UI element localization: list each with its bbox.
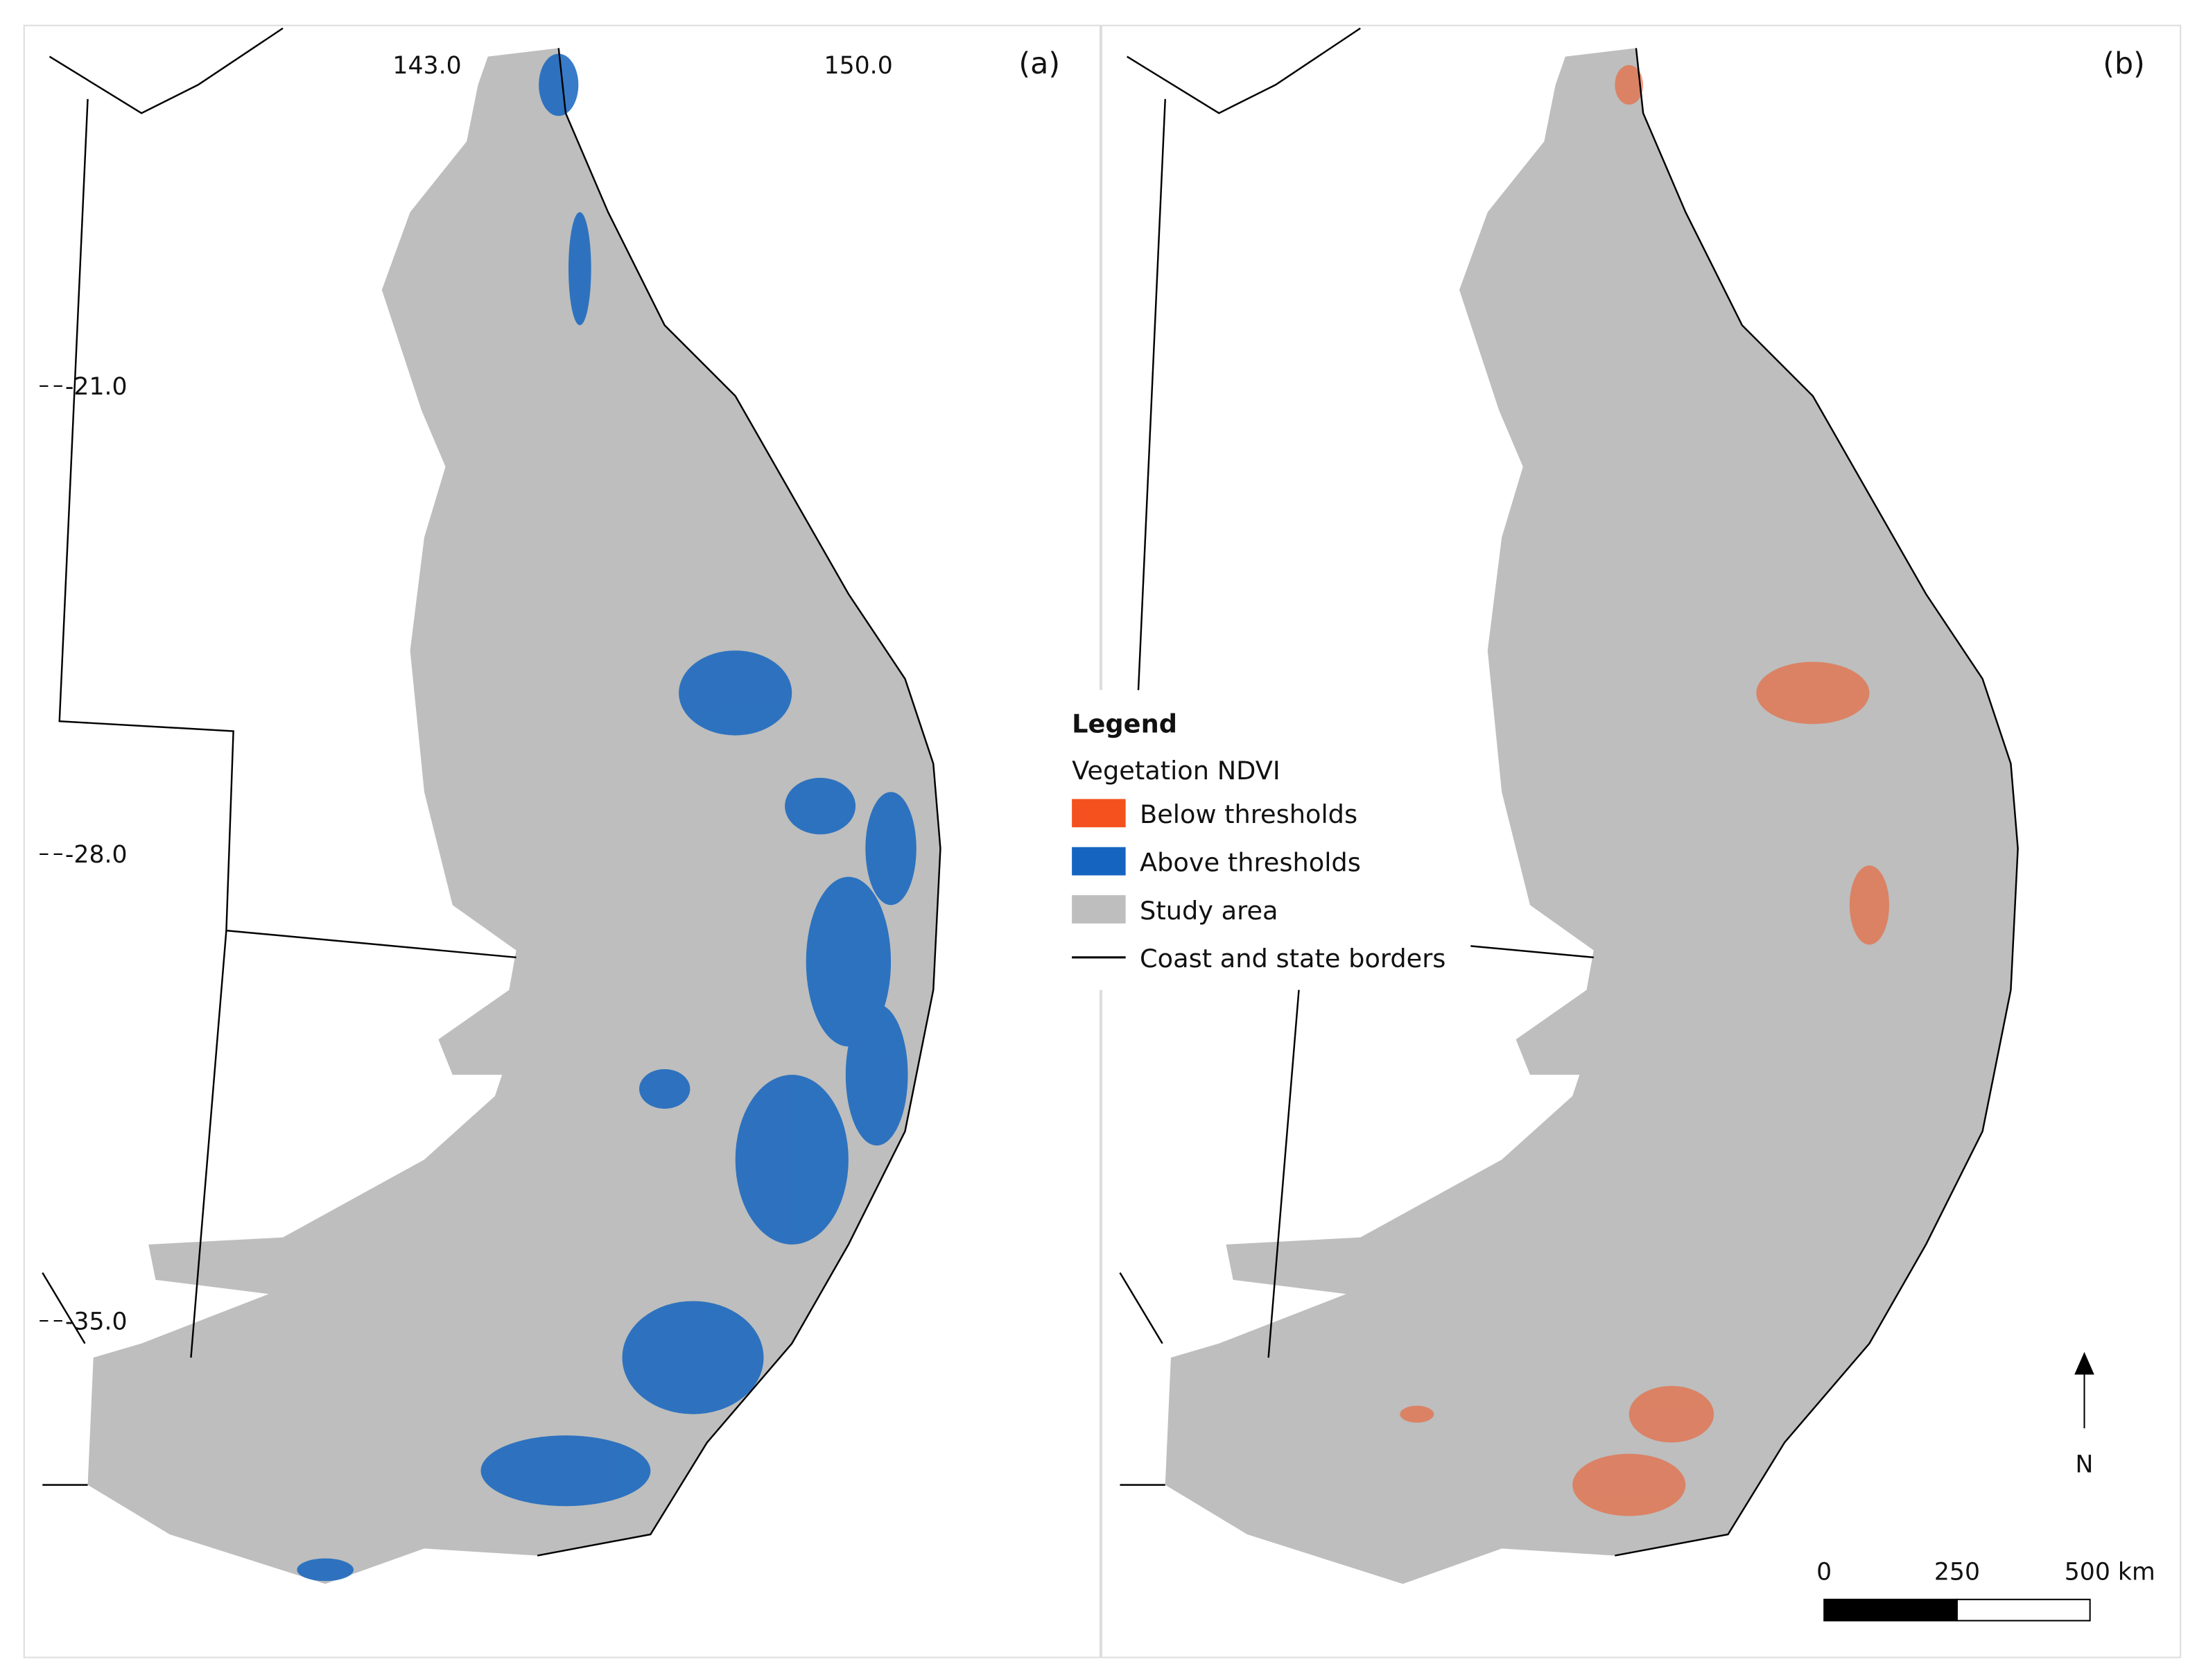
north-arrow-head	[2074, 1351, 2094, 1375]
panel-label: (b)	[2103, 46, 2145, 81]
legend-subtitle: Vegetation NDVI	[1072, 756, 1280, 786]
below-thresholds	[1400, 64, 1890, 1516]
panel-a: (a) 143.0 150.0 -21.0 -28.0 -35.0	[23, 24, 1101, 1659]
longitude-label: 150.0	[824, 52, 893, 80]
legend-label: Study area	[1140, 896, 1278, 926]
legend-label: Below thresholds	[1140, 799, 1357, 829]
legend-swatch	[1072, 847, 1126, 876]
latitude-label: -21.0	[65, 373, 128, 401]
legend-label: Above thresholds	[1140, 847, 1361, 877]
latitude-label: -28.0	[65, 841, 128, 869]
scale-label: 0	[1816, 1558, 1832, 1586]
latitude-label: -35.0	[65, 1308, 128, 1335]
scale-label: 250	[1934, 1558, 1980, 1586]
panel-label: (a)	[1018, 46, 1060, 81]
legend-title: Legend	[1072, 709, 1177, 739]
legend: Legend Vegetation NDVI Below thresholds …	[1060, 690, 1471, 990]
longitude-label: 143.0	[392, 52, 461, 80]
legend-label: Coast and state borders	[1140, 944, 1445, 973]
legend-swatch	[1072, 799, 1126, 828]
legend-box	[1060, 690, 1471, 990]
legend-swatch	[1072, 895, 1126, 924]
scale-bar	[1956, 1598, 2091, 1622]
scale-label: 500 km	[2065, 1558, 2155, 1586]
above-thresholds	[297, 53, 917, 1582]
north-label: N	[2076, 1450, 2094, 1478]
scale-bar	[1823, 1598, 1958, 1622]
